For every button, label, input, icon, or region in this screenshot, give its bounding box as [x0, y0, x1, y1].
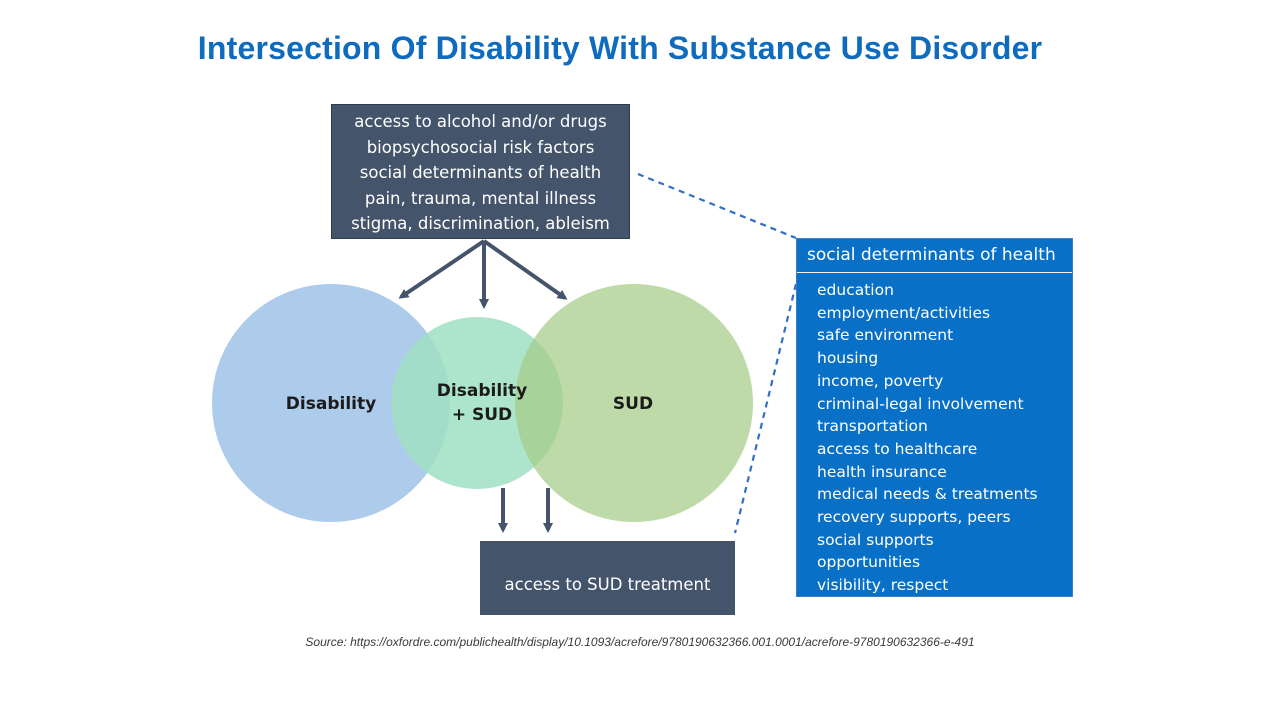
overlap-label-line1: Disability [437, 381, 527, 401]
sdoh-list-item: medical needs & treatments [817, 485, 1038, 504]
overlap-label-line2: + SUD [452, 405, 512, 425]
overlap-circle [391, 317, 563, 489]
factor-line: access to alcohol and/or drugs [354, 112, 607, 131]
sdoh-list-item: access to healthcare [817, 439, 978, 458]
source-citation: Source: https://oxfordre.com/publichealt… [305, 635, 975, 649]
factor-line: biopsychosocial risk factors [366, 137, 595, 157]
sdoh-list-item: housing [817, 349, 879, 368]
risk-factors-box: access to alcohol and/or drugs biopsycho… [331, 104, 630, 239]
callout-line-top [637, 172, 797, 240]
factor-arrows [398, 239, 568, 309]
treatment-arrows [498, 488, 553, 533]
sdoh-list-item: visibility, respect [817, 576, 949, 595]
disability-label: Disability [286, 394, 376, 414]
callout-line-bottom [733, 283, 798, 534]
slide-title: Intersection Of Disability With Substanc… [197, 30, 1043, 66]
sdoh-list-item: income, poverty [817, 371, 944, 390]
factor-line: social determinants of health [359, 163, 602, 182]
sdoh-list-item: health insurance [817, 462, 947, 481]
factor-line: pain, trauma, mental illness [364, 188, 597, 208]
sdoh-list-item: opportunities [817, 553, 921, 572]
sud-label: SUD [613, 394, 653, 414]
sud-circle [515, 284, 753, 522]
sdoh-list-item: education [817, 281, 894, 299]
sdoh-list-item: transportation [817, 417, 928, 436]
disability-circle [212, 284, 450, 522]
sdoh-list-item: safe environment [817, 326, 954, 345]
treatment-access-box: access to SUD treatment [480, 541, 735, 615]
sdoh-list-item: employment/activities [817, 303, 991, 322]
sdoh-list-item: criminal-legal involvement [817, 394, 1024, 413]
sdoh-panel-header: social determinants of health [797, 239, 1072, 273]
social-determinants-panel: social determinants of health education … [796, 238, 1073, 597]
sdoh-list-item: social supports [817, 530, 934, 549]
sdoh-list: education employment/activities safe env… [797, 273, 1072, 597]
factor-line: stigma, discrimination, ableism [351, 214, 610, 233]
sdoh-list-item: recovery supports, peers [817, 508, 1011, 527]
